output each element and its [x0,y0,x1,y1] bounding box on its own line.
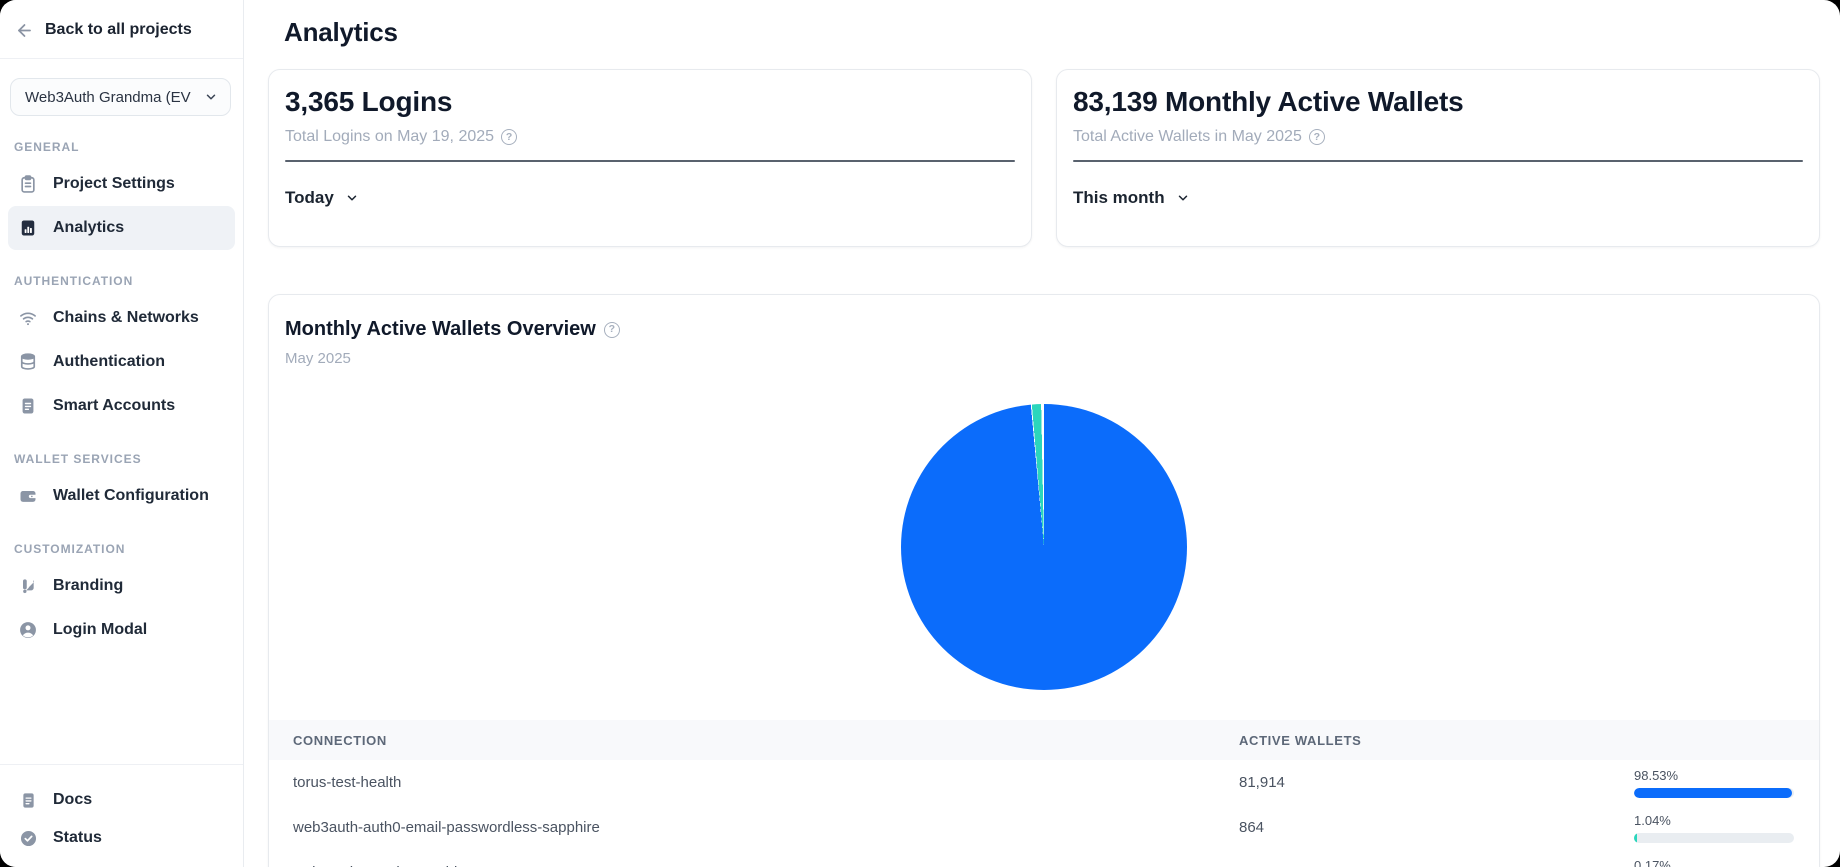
table-row[interactable]: torus-test-health 81,914 98.53% [269,760,1819,805]
card-divider [285,160,1015,162]
database-icon [18,352,38,372]
sidebar-item-label: Status [53,829,102,846]
section-label-wallet-services: WALLET SERVICES [14,452,142,466]
sidebar-item-label: Authentication [53,353,165,370]
table-header-row: CONNECTION ACTIVE WALLETS [269,720,1819,760]
column-header-active-wallets: ACTIVE WALLETS [1239,732,1362,748]
sidebar-item-authentication[interactable]: Authentication [8,340,235,384]
help-icon[interactable] [603,321,620,338]
range-label: This month [1073,188,1165,207]
document-icon [18,396,38,416]
logins-subtitle-row: Total Logins on May 19, 2025 [285,128,1015,146]
user-circle-icon [18,620,38,640]
sidebar-footer: Docs Status [0,764,243,867]
active-wallets-metric-card: 83,139 Monthly Active Wallets Total Acti… [1056,69,1820,247]
progress-bar-fill [1634,787,1792,798]
help-icon[interactable] [501,129,518,145]
sidebar-item-label: Chains & Networks [53,309,199,326]
card-divider [1073,160,1803,162]
chevron-down-icon [1176,191,1190,205]
connection-cell: web3auth-auth0-email-passwordless-sapphi… [293,819,600,836]
progress-bar [1634,832,1794,843]
wallets-overview-card: Monthly Active Wallets Overview May 2025… [268,294,1820,867]
branding-brush-icon [18,576,38,596]
sidebar-item-label: Login Modal [53,621,148,638]
metric-cards-row: 3,365 Logins Total Logins on May 19, 202… [268,69,1820,247]
column-header-connection: CONNECTION [293,732,387,748]
chevron-down-icon [203,90,218,105]
progress-bar-fill [1634,832,1637,843]
sidebar-item-label: Docs [53,791,93,808]
sidebar: Back to all projects Web3Auth Grandma (E… [0,0,244,867]
sidebar-item-label: Smart Accounts [53,397,176,414]
logins-value: 3,365 Logins [285,86,453,117]
percent-label: 1.04% [1634,812,1671,828]
table-row[interactable]: web3auth-google-sapphire 145 0.17% [269,850,1819,867]
wallet-icon [18,486,38,506]
active-wallets-cell: 145 [1239,864,1634,867]
active-wallets-subtitle: Total Active Wallets in May 2025 [1073,128,1302,145]
active-wallets-value: 83,139 Monthly Active Wallets [1073,86,1464,117]
sidebar-item-status[interactable]: Status [8,819,235,857]
sidebar-item-wallet-configuration[interactable]: Wallet Configuration [8,474,235,518]
connection-cell: web3auth-google-sapphire [293,864,1239,867]
percent-cell: 0.17% [1634,858,1794,867]
progress-bar [1634,787,1794,798]
sidebar-item-label: Analytics [53,219,125,236]
overview-title-row: Monthly Active Wallets Overview [285,318,1819,341]
active-wallets-range-dropdown[interactable]: This month [1073,188,1190,208]
active-wallets-cell: 81,914 [1239,774,1285,791]
section-label-customization: CUSTOMIZATION [14,542,126,556]
sidebar-nav: GENERAL Project Settings Analytics AUTHE… [0,116,243,652]
section-label-authentication: AUTHENTICATION [14,274,134,288]
sidebar-item-branding[interactable]: Branding [8,564,235,608]
range-label: Today [285,188,334,207]
logins-metric-card: 3,365 Logins Total Logins on May 19, 202… [268,69,1032,247]
sidebar-item-project-settings[interactable]: Project Settings [8,162,235,206]
page-title: Analytics [284,17,398,47]
active-wallets-subtitle-row: Total Active Wallets in May 2025 [1073,128,1803,146]
logins-subtitle: Total Logins on May 19, 2025 [285,128,495,145]
sidebar-item-docs[interactable]: Docs [8,781,235,819]
active-wallets-cell: 864 [1239,819,1265,836]
connection-cell: torus-test-health [293,774,402,791]
project-selector[interactable]: Web3Auth Grandma (EV [10,78,231,116]
sidebar-item-smart-accounts[interactable]: Smart Accounts [8,384,235,428]
percent-label: 0.17% [1634,857,1671,867]
wifi-icon [18,308,38,328]
overview-title: Monthly Active Wallets Overview [285,318,596,340]
project-selector-value: Web3Auth Grandma (EV [25,88,191,106]
arrow-left-icon [14,20,34,40]
sidebar-item-chains-networks[interactable]: Chains & Networks [8,296,235,340]
sidebar-item-label: Branding [53,577,124,594]
back-to-projects-label: Back to all projects [45,21,192,38]
logins-range-dropdown[interactable]: Today [285,188,359,208]
check-circle-icon [18,828,38,848]
connections-table: CONNECTION ACTIVE WALLETS torus-test-hea… [269,720,1819,867]
back-to-projects-link[interactable]: Back to all projects [0,0,243,58]
table-row[interactable]: web3auth-auth0-email-passwordless-sapphi… [269,805,1819,850]
sidebar-item-analytics[interactable]: Analytics [8,206,235,250]
percent-cell: 98.53% [1634,768,1794,798]
help-icon[interactable] [1308,129,1325,145]
sidebar-item-label: Wallet Configuration [53,487,209,504]
active-wallets-pie-chart [901,404,1187,690]
section-label-general: GENERAL [14,140,80,154]
overview-subtitle: May 2025 [285,350,351,367]
clipboard-icon [18,174,38,194]
percent-cell: 1.04% [1634,813,1794,843]
percent-label: 98.53% [1634,767,1679,783]
main-content: Analytics 3,365 Logins Total Logins on M… [244,0,1840,867]
docs-icon [18,790,38,810]
sidebar-item-login-modal[interactable]: Login Modal [8,608,235,652]
sidebar-divider [0,58,243,59]
sidebar-item-label: Project Settings [53,175,175,192]
analytics-chart-icon [18,218,38,238]
chevron-down-icon [345,191,359,205]
